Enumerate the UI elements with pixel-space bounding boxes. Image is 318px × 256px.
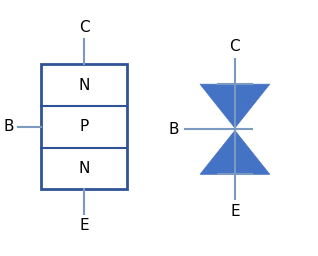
Text: P: P <box>80 119 89 134</box>
Text: C: C <box>79 20 89 35</box>
Text: E: E <box>230 204 240 219</box>
Text: C: C <box>230 39 240 54</box>
Polygon shape <box>200 131 270 174</box>
FancyBboxPatch shape <box>41 64 127 189</box>
Text: B: B <box>3 119 14 134</box>
Text: N: N <box>78 161 90 176</box>
Polygon shape <box>200 84 270 128</box>
Text: B: B <box>168 122 179 137</box>
Text: E: E <box>79 218 89 233</box>
Text: N: N <box>78 78 90 92</box>
